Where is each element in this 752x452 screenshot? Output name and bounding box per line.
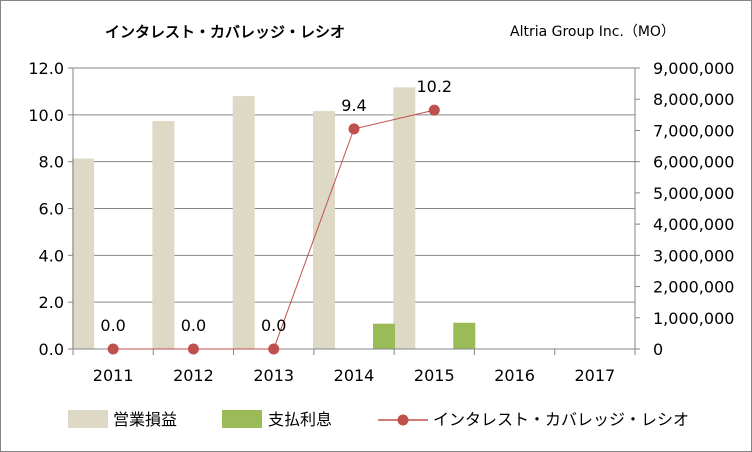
bars bbox=[72, 87, 476, 349]
legend-label-ratio: インタレスト・カバレッジ・レシオ bbox=[433, 410, 689, 429]
x-tick-label: 2017 bbox=[574, 366, 615, 385]
right-tick-label: 5,000,000 bbox=[653, 184, 734, 203]
ratio-line bbox=[107, 104, 440, 355]
right-tick-label: 8,000,000 bbox=[653, 90, 734, 109]
legend-swatch-interest-expense bbox=[222, 410, 262, 428]
bar-interest-expense bbox=[453, 322, 476, 349]
ratio-data-label: 9.4 bbox=[341, 96, 366, 115]
ratio-point bbox=[187, 343, 199, 355]
ratio-point bbox=[107, 343, 119, 355]
left-tick-label: 6.0 bbox=[39, 200, 64, 219]
left-tick-label: 12.0 bbox=[28, 59, 64, 78]
company-name: Altria Group Inc.（MO） bbox=[510, 24, 675, 40]
left-tick-label: 0.0 bbox=[39, 340, 64, 359]
ratio-point bbox=[348, 123, 360, 135]
x-tick-label: 2016 bbox=[494, 366, 535, 385]
right-tick-label: 1,000,000 bbox=[653, 309, 734, 328]
ratio-data-label: 0.0 bbox=[100, 316, 125, 335]
x-tick-label: 2014 bbox=[334, 366, 375, 385]
right-tick-label: 3,000,000 bbox=[653, 246, 734, 265]
left-tick-label: 4.0 bbox=[39, 246, 64, 265]
right-tick-label: 2,000,000 bbox=[653, 278, 734, 297]
bar-operating-income bbox=[232, 96, 255, 349]
left-tick-label: 2.0 bbox=[39, 293, 64, 312]
bar-operating-income bbox=[72, 158, 95, 349]
right-tick-label: 7,000,000 bbox=[653, 121, 734, 140]
right-tick-label: 0 bbox=[653, 340, 663, 359]
ratio-point bbox=[268, 343, 280, 355]
chart-title: インタレスト・カバレッジ・レシオ bbox=[105, 23, 345, 41]
left-tick-label: 8.0 bbox=[39, 153, 64, 172]
x-tick-label: 2011 bbox=[93, 366, 134, 385]
legend-swatch-operating-income bbox=[68, 410, 108, 428]
bar-operating-income bbox=[393, 87, 416, 349]
ratio-data-label: 10.2 bbox=[416, 77, 452, 96]
legend: 営業損益 支払利息 インタレスト・カバレッジ・レシオ bbox=[68, 410, 689, 429]
legend-label-interest-expense: 支払利息 bbox=[268, 410, 332, 429]
bar-operating-income bbox=[313, 111, 335, 349]
x-tick-label: 2012 bbox=[173, 366, 214, 385]
x-tick-label: 2015 bbox=[414, 366, 455, 385]
bar-interest-expense bbox=[373, 323, 395, 349]
bar-operating-income bbox=[152, 121, 175, 349]
legend-label-operating-income: 営業損益 bbox=[113, 410, 177, 429]
x-tick-label: 2013 bbox=[253, 366, 294, 385]
left-tick-label: 10.0 bbox=[28, 106, 64, 125]
ratio-point bbox=[428, 104, 440, 116]
right-tick-label: 4,000,000 bbox=[653, 215, 734, 234]
ratio-data-label: 0.0 bbox=[261, 316, 286, 335]
legend-marker-ratio bbox=[397, 414, 409, 426]
right-tick-label: 9,000,000 bbox=[653, 59, 734, 78]
ratio-data-label: 0.0 bbox=[181, 316, 206, 335]
right-tick-label: 6,000,000 bbox=[653, 153, 734, 172]
data-labels: 0.0 0.0 0.0 9.4 10.2 bbox=[100, 77, 452, 335]
